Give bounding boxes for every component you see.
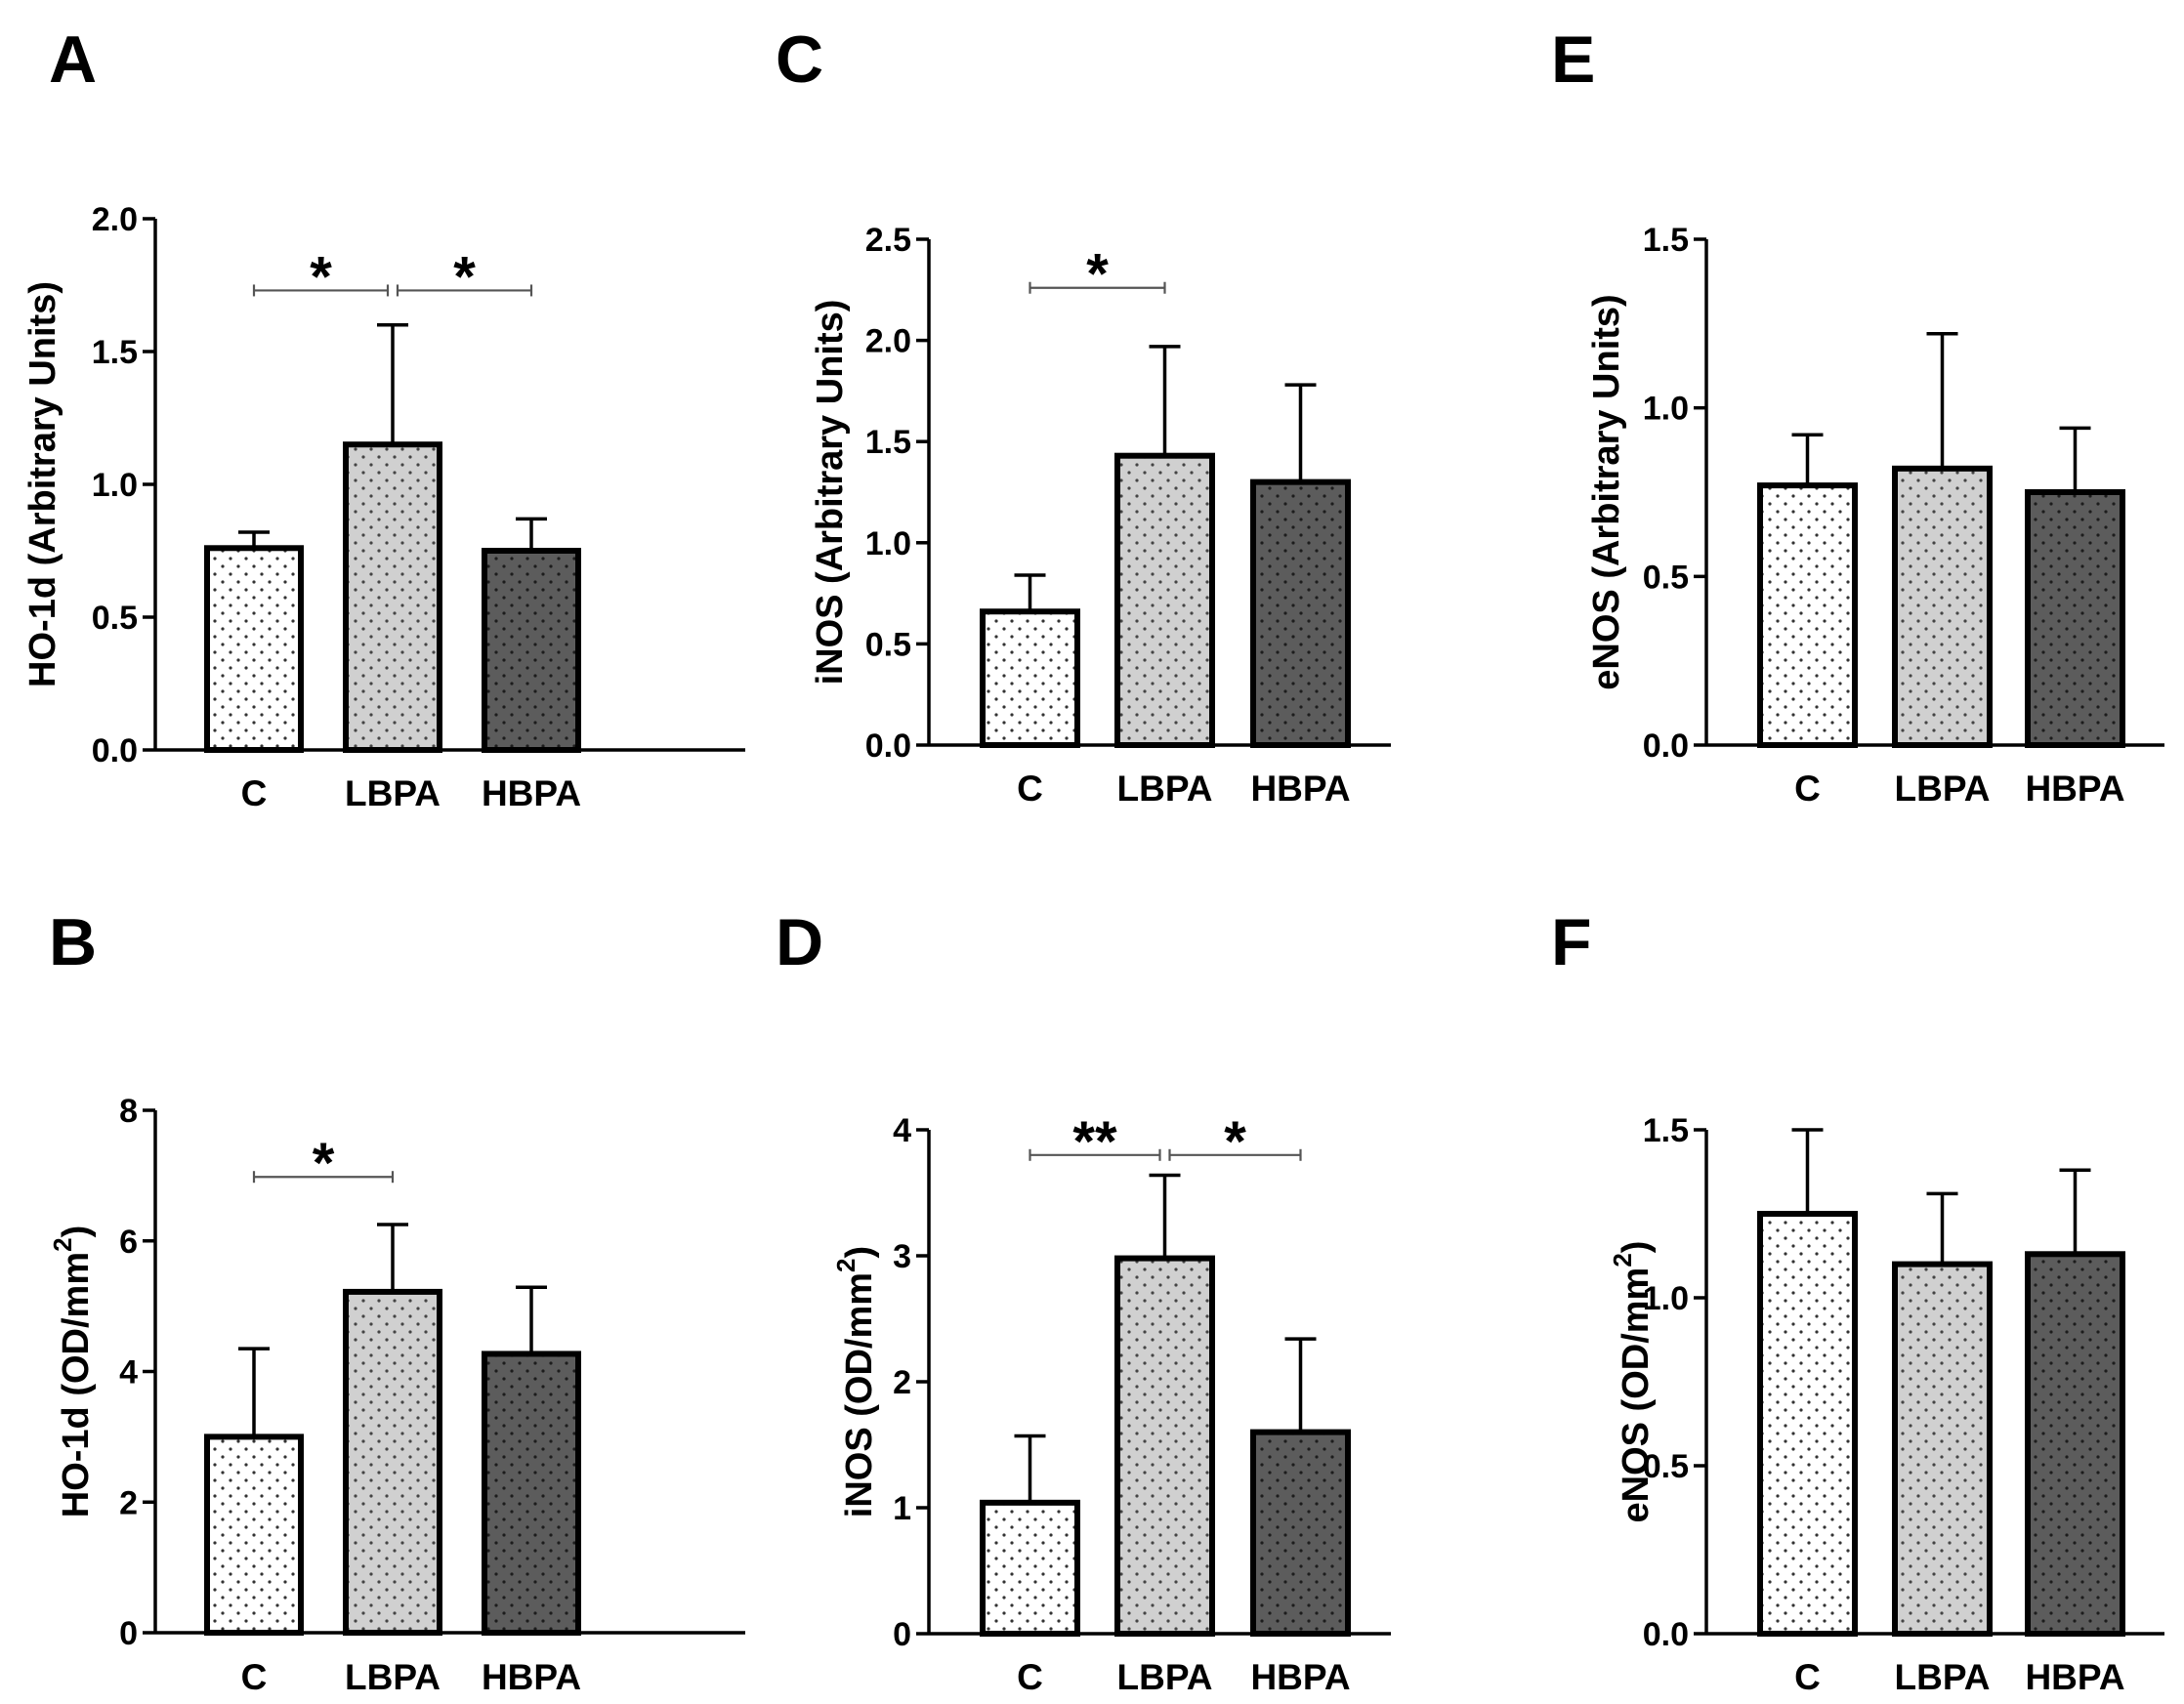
y-tick-label: 8	[119, 1093, 138, 1130]
y-axis-label: eNOS (OD/mm2)	[1608, 1241, 1657, 1523]
y-tick-label: 1.5	[1643, 222, 1689, 259]
bar-c	[980, 1499, 1080, 1637]
y-tick-label: 1.0	[92, 467, 138, 504]
x-category-label: LBPA	[1895, 769, 1991, 809]
bar-lbpa	[1114, 452, 1215, 748]
y-tick-label: 0.0	[92, 732, 138, 769]
y-tick-label: 2.0	[865, 323, 911, 360]
y-tick-label: 0.5	[1643, 559, 1689, 596]
panel-f: F 0.0 0.5 1.0 1.5 eNOS (OD/mm2) C LBPA HBPA	[1551, 905, 2164, 1697]
x-category-label: C	[1017, 1657, 1043, 1697]
x-category-label: HBPA	[1250, 1657, 1350, 1697]
y-tick-label: 0.5	[1643, 1448, 1689, 1485]
bar-lbpa	[343, 441, 442, 753]
panel-b: B 0 2 4 6 8 HO-1d (OD/mm2) C LBPA HBPA *	[48, 905, 745, 1697]
x-category-label: C	[1794, 1657, 1821, 1697]
y-tick-label: 1.5	[1643, 1112, 1689, 1149]
y-tick-label: 0.0	[865, 727, 911, 765]
panel-letter: E	[1551, 22, 1595, 97]
y-tick-label: 6	[119, 1224, 138, 1261]
y-tick-label: 1.0	[1643, 1280, 1689, 1317]
bar-lbpa	[1114, 1255, 1215, 1637]
x-category-label: C	[1017, 769, 1043, 809]
x-category-label: HBPA	[2025, 1657, 2124, 1697]
panel-a: A 0.0 0.5 1.0 1.5 2.0 HO-1d (Arbitrary Units) C…	[22, 22, 745, 813]
y-tick-label: 3	[893, 1238, 911, 1275]
x-category-label: HBPA	[2025, 769, 2124, 809]
y-axis-label: iNOS (OD/mm2)	[831, 1246, 880, 1517]
x-category-label: C	[1794, 769, 1821, 809]
y-axis-label: HO-1d (Arbitrary Units)	[22, 281, 63, 687]
bar-c	[1757, 482, 1858, 748]
y-tick-label: 0.0	[1643, 1616, 1689, 1653]
y-tick-label: 0.0	[1643, 727, 1689, 765]
significance-marker: *	[453, 245, 476, 309]
bar-hbpa	[2025, 489, 2125, 748]
x-category-label: C	[241, 773, 268, 813]
significance-marker: *	[1086, 243, 1109, 307]
y-tick-label: 4	[893, 1112, 911, 1149]
bar-hbpa	[1250, 478, 1351, 748]
panel-letter: B	[49, 905, 97, 979]
significance-marker: **	[1072, 1110, 1117, 1174]
bar-c	[204, 1434, 304, 1636]
x-category-label: LBPA	[1117, 769, 1213, 809]
y-tick-label: 1.0	[1643, 391, 1689, 428]
y-tick-label: 1.0	[865, 525, 911, 562]
panel-letter: A	[49, 22, 97, 97]
significance-marker: *	[310, 245, 332, 309]
y-tick-label: 2	[893, 1364, 911, 1401]
bar-lbpa	[1892, 1261, 1993, 1637]
bar-c	[980, 608, 1080, 748]
x-category-label: HBPA	[1250, 769, 1350, 809]
panel-letter: F	[1551, 905, 1592, 979]
significance-marker: *	[1224, 1110, 1246, 1174]
bar-hbpa	[2025, 1251, 2125, 1638]
bar-hbpa	[482, 1351, 581, 1636]
y-tick-label: 1.5	[92, 334, 138, 371]
y-tick-label: 1	[893, 1490, 911, 1527]
y-tick-label: 4	[119, 1354, 138, 1392]
x-category-label: LBPA	[345, 1657, 441, 1697]
bar-hbpa	[1250, 1429, 1351, 1637]
bar-c	[204, 545, 304, 754]
bar-c	[1757, 1211, 1858, 1637]
x-category-label: HBPA	[482, 773, 581, 813]
x-category-label: LBPA	[1895, 1657, 1991, 1697]
panel-c: C 0.0 0.5 1.0 1.5 2.0 2.5 iNOS (Arbitrary Units…	[776, 22, 1391, 809]
bar-lbpa	[1892, 465, 1993, 748]
y-tick-label: 2.5	[865, 222, 911, 259]
y-axis-label: eNOS (Arbitrary Units)	[1586, 294, 1627, 689]
panel-e: E 0.0 0.5 1.0 1.5 eNOS (Arbitrary Units) C LBPA…	[1551, 22, 2164, 809]
y-tick-label: 0	[893, 1616, 911, 1653]
y-tick-label: 1.5	[865, 424, 911, 461]
bar-lbpa	[343, 1288, 442, 1636]
significance-marker: *	[313, 1132, 335, 1195]
x-category-label: HBPA	[482, 1657, 581, 1697]
x-category-label: C	[241, 1657, 268, 1697]
panel-letter: C	[776, 22, 823, 97]
y-tick-label: 0	[119, 1615, 138, 1652]
x-category-label: LBPA	[1117, 1657, 1213, 1697]
y-tick-label: 2	[119, 1484, 138, 1521]
y-tick-label: 0.5	[865, 626, 911, 663]
x-category-label: LBPA	[345, 773, 441, 813]
y-axis-label: HO-1d (OD/mm2)	[48, 1226, 97, 1517]
bar-hbpa	[482, 548, 581, 753]
y-axis-label: iNOS (Arbitrary Units)	[810, 300, 851, 686]
y-tick-label: 2.0	[92, 201, 138, 238]
panel-letter: D	[776, 905, 823, 979]
y-tick-label: 0.5	[92, 600, 138, 637]
